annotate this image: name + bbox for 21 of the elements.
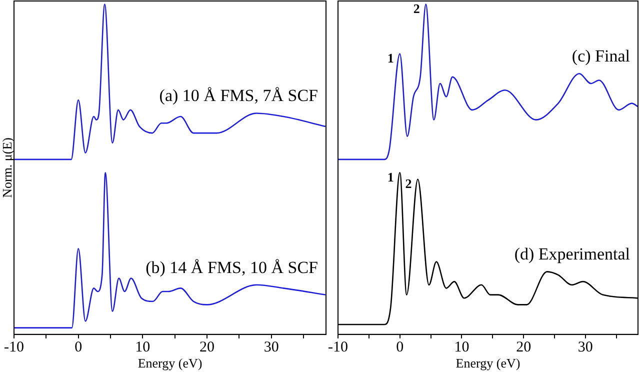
x-tick-label: 20 [199,339,214,356]
x-tick-label: 10 [135,339,150,356]
annotation: 1 [387,50,394,66]
x-tick-label: 10 [454,339,470,356]
annotation: 2 [413,1,420,16]
series-label: (c) Final [572,46,630,66]
x-tick-label: -10 [4,339,24,356]
x-tick-label: 30 [578,339,593,356]
x-tick-label: 20 [516,339,532,356]
x-tick-label: 0 [396,339,404,356]
annotation: 1 [387,170,394,185]
x-tick-label: -10 [328,339,348,356]
y-axis-title: Norm. μ(E) [0,137,14,198]
x-tick-label: 30 [264,339,279,356]
series-label: (b) 14 Å FMS, 10 Å SCF [146,258,318,277]
annotation: 2 [405,176,412,192]
series-label: (d) Experimental [514,244,630,264]
series-label: (a) 10 Å FMS, 7Å SCF [159,86,318,106]
x-tick-label: 0 [74,339,82,356]
x-axis-title: Energy (eV) [138,356,202,371]
x-axis-title: Energy (eV) [456,356,520,371]
